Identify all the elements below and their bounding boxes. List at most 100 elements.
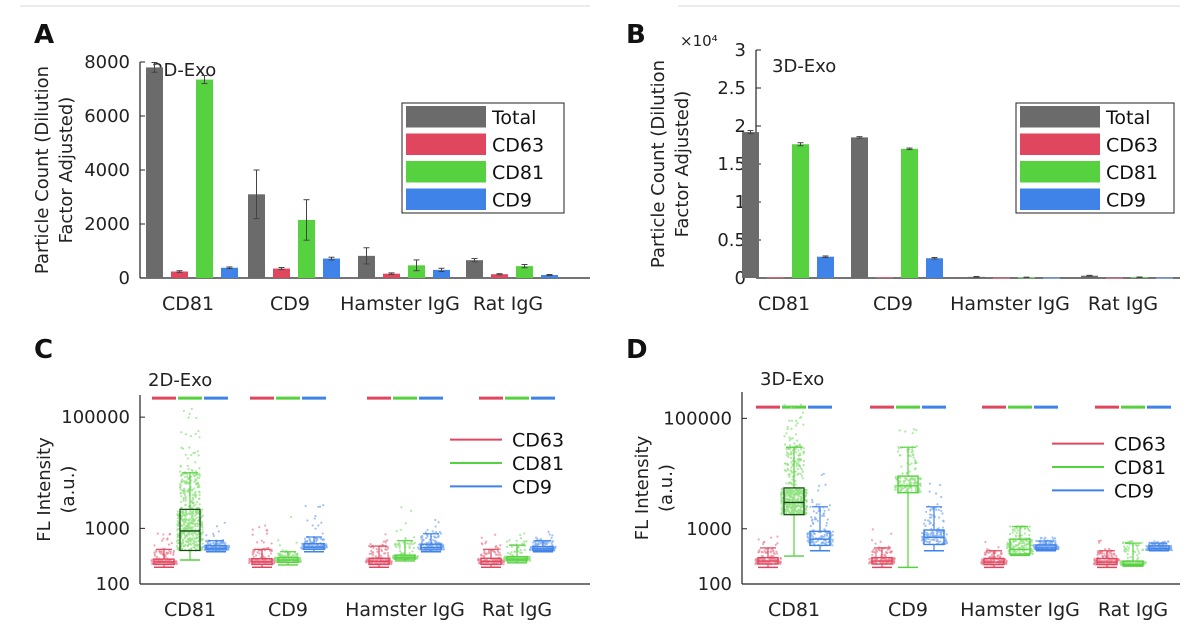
data-point bbox=[182, 498, 185, 501]
data-point bbox=[248, 557, 251, 560]
data-point bbox=[879, 540, 882, 543]
data-point bbox=[180, 506, 183, 509]
data-point bbox=[990, 553, 993, 556]
data-point bbox=[761, 554, 764, 558]
data-point bbox=[153, 553, 156, 556]
data-point bbox=[802, 423, 805, 426]
data-point bbox=[790, 453, 793, 456]
data-point bbox=[909, 483, 912, 486]
data-point bbox=[315, 537, 318, 540]
data-point bbox=[425, 536, 428, 540]
data-point bbox=[923, 522, 926, 525]
data-point bbox=[1133, 550, 1137, 554]
data-point bbox=[945, 541, 949, 544]
data-point bbox=[308, 537, 311, 540]
data-point bbox=[831, 538, 834, 541]
chart-title: 2D-Exo bbox=[152, 60, 216, 81]
data-point bbox=[198, 436, 201, 439]
data-point bbox=[806, 532, 809, 536]
data-point bbox=[400, 506, 403, 509]
data-point bbox=[875, 549, 878, 553]
data-point bbox=[903, 482, 906, 485]
data-point bbox=[190, 407, 193, 411]
y-tick-label: 100 bbox=[96, 574, 130, 595]
data-point bbox=[196, 485, 200, 488]
bar-cd9-cd9 bbox=[926, 258, 943, 278]
data-point bbox=[945, 539, 948, 543]
legend-swatch-total bbox=[406, 106, 486, 128]
data-point bbox=[763, 549, 766, 552]
data-point bbox=[788, 481, 791, 484]
data-point bbox=[503, 558, 506, 562]
data-point bbox=[1137, 549, 1140, 552]
data-point bbox=[790, 496, 794, 499]
data-point bbox=[1018, 542, 1021, 545]
data-point bbox=[187, 477, 190, 481]
data-point bbox=[529, 547, 532, 551]
data-point bbox=[186, 457, 189, 460]
data-point bbox=[940, 509, 943, 513]
data-point bbox=[941, 526, 945, 529]
y-axis-label-line: Factor Adjusted) bbox=[672, 91, 693, 238]
data-point bbox=[184, 480, 187, 483]
data-point bbox=[187, 543, 190, 547]
data-point bbox=[939, 533, 942, 536]
data-point bbox=[193, 514, 197, 517]
data-point bbox=[913, 468, 917, 471]
data-point bbox=[198, 491, 201, 494]
data-point bbox=[196, 533, 199, 537]
data-point bbox=[521, 542, 524, 545]
data-point bbox=[905, 471, 908, 475]
data-point bbox=[182, 499, 185, 502]
data-point bbox=[258, 552, 261, 555]
legend-label-cd9: CD9 bbox=[1106, 189, 1146, 211]
data-point bbox=[914, 482, 917, 485]
data-point bbox=[754, 559, 757, 562]
data-point bbox=[183, 544, 187, 547]
data-point bbox=[548, 533, 551, 536]
data-point bbox=[799, 454, 802, 457]
box-cd63-rat-igg bbox=[1093, 405, 1121, 569]
data-point bbox=[754, 562, 757, 566]
data-point bbox=[198, 474, 201, 477]
data-point bbox=[418, 548, 421, 551]
data-point bbox=[369, 543, 372, 546]
data-point bbox=[817, 539, 820, 542]
data-point bbox=[802, 459, 806, 463]
data-point bbox=[824, 483, 827, 486]
data-point bbox=[191, 534, 195, 537]
data-point bbox=[1057, 547, 1060, 551]
data-point bbox=[784, 462, 787, 465]
error-bar-cd81-cd9 bbox=[303, 199, 310, 241]
data-point bbox=[878, 549, 881, 552]
data-point bbox=[1023, 527, 1026, 530]
data-point bbox=[901, 472, 904, 475]
data-point bbox=[813, 532, 816, 535]
data-point bbox=[941, 512, 944, 515]
data-point bbox=[508, 539, 511, 542]
y-tick-label: 3 bbox=[735, 40, 746, 61]
data-point bbox=[1051, 536, 1054, 539]
error-bar-cd81-cd81 bbox=[201, 75, 208, 85]
data-point bbox=[543, 542, 547, 545]
data-point bbox=[874, 542, 877, 545]
data-point bbox=[898, 479, 902, 483]
data-point bbox=[809, 505, 812, 508]
data-point bbox=[371, 553, 375, 556]
data-point bbox=[874, 554, 878, 557]
data-point bbox=[248, 561, 251, 565]
data-point bbox=[184, 475, 187, 479]
data-point bbox=[480, 553, 483, 556]
data-point bbox=[805, 499, 808, 502]
data-point bbox=[997, 546, 1000, 549]
data-point bbox=[304, 540, 307, 544]
error-bar-total-cd81 bbox=[747, 130, 754, 135]
data-point bbox=[894, 486, 897, 489]
data-point bbox=[791, 459, 794, 462]
data-point bbox=[381, 558, 385, 562]
data-point bbox=[251, 533, 254, 536]
data-point bbox=[211, 545, 215, 548]
data-point bbox=[776, 552, 779, 555]
data-point bbox=[198, 497, 201, 500]
box-iqr bbox=[809, 530, 831, 547]
